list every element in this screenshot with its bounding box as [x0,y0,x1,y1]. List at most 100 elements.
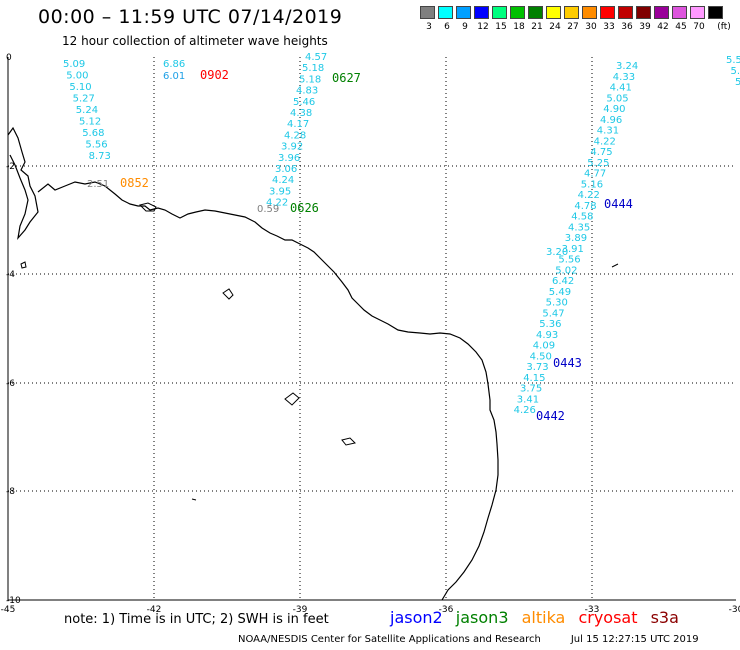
swh-value: 4.15 [523,373,545,384]
swh-value: 5.18 [299,74,321,85]
swh-value: 4.58 [571,212,593,223]
legend-swatch [672,6,687,19]
legend-swatch [690,6,705,19]
swh-value: 3.73 [526,362,548,373]
legend-label: 9 [462,22,468,32]
swh-value: 5.68 [82,128,104,139]
swh-value: 5. [731,66,740,77]
swh-value: 6.86 [163,59,185,70]
footer-note: note: 1) Time is in UTC; 2) SWH is in fe… [64,612,329,627]
satellite-cryosat: cryosat [578,608,638,627]
swh-value: 5.25 [587,158,609,169]
island [20,261,27,269]
swh-value: 4.31 [597,126,619,137]
swh-value: 3.92 [281,142,303,153]
swh-value: 4.41 [610,83,632,94]
legend-swatch [564,6,579,19]
map-subtitle: 12 hour collection of altimeter wave hei… [62,34,328,48]
legend-label: 70 [693,22,705,32]
axis-ticks: -45 -42 -39 -36 -33 -30 0 -2 -4 -6 -8 -10 [1,53,740,615]
lon-tick-label: -45 [1,605,16,615]
pass-time-label: 0627 [332,71,361,85]
legend-swatch [438,6,453,19]
map-title: 00:00 – 11:59 UTC 07/14/2019 [38,6,343,28]
swh-value: 5.27 [73,94,95,105]
swh-value: 4.35 [568,222,590,233]
satellite-legend: jason2 jason3 altika cryosat s3a [390,608,687,627]
lon-tick-label: -36 [439,605,454,615]
swh-value: 5.56 [558,255,580,266]
swh-value: 5.47 [542,308,564,319]
swh-value: 5.49 [549,287,571,298]
swh-value: 5.30 [546,298,568,309]
swh-value: 5.16 [581,179,603,190]
swh-value: 5.24 [76,105,98,116]
legend-label: 12 [477,22,489,32]
lon-tick-label: -42 [147,605,162,615]
lat-tick-label: -4 [6,270,15,280]
swh-value: 3.06 [275,164,297,175]
lon-tick-label: -39 [293,605,308,615]
swh-value: 3.24 [616,61,638,72]
generation-timestamp: Jul 15 12:27:15 UTC 2019 [570,634,699,645]
altimeter-tracks: 5.095.005.105.275.245.125.685.568.734.57… [63,52,740,416]
legend-swatch [546,6,561,19]
legend-label: 15 [495,22,507,32]
credit-line: NOAA/NESDIS Center for Satellite Applica… [238,634,699,645]
swh-value: 4.17 [287,119,309,130]
pass-time-label: 0852 [120,176,149,190]
legend-swatch [474,6,489,19]
swh-value: 5.18 [302,63,324,74]
island [611,263,619,268]
coastline [7,126,499,601]
satellite-jason3: jason3 [455,608,509,627]
credit-text: NOAA/NESDIS Center for Satellite Applica… [238,634,541,645]
swh-value: 4.22 [578,190,600,201]
swh-value: 4.93 [536,330,558,341]
legend-swatch [510,6,525,19]
legend-swatch [492,6,507,19]
pass-time-label: 0442 [536,409,565,423]
island [191,498,197,501]
lat-tick-label: 0 [6,53,12,63]
swh-value: 4.57 [305,52,327,63]
swh-value: 4.77 [584,169,606,180]
swh-value: 5.02 [555,265,577,276]
swh-value: 4.78 [574,201,596,212]
legend-label: 45 [675,22,687,32]
swh-value: 5.12 [79,117,101,128]
legend-swatch [600,6,615,19]
legend-label: 27 [567,22,579,32]
legend-label: 36 [621,22,633,32]
swh-value: 5.00 [66,71,88,82]
swh-value: 5.10 [69,82,91,93]
pass-time-label: 0444 [604,197,633,211]
legend-swatch [636,6,651,19]
legend-swatch [708,6,723,19]
swh-value: 4.22 [594,136,616,147]
lat-tick-label: -2 [6,162,15,172]
swh-value: 4.83 [296,86,318,97]
swh-value: 5 [735,77,740,88]
swh-value: 3.89 [565,233,587,244]
pass-time-label: 0902 [200,68,229,82]
legend-swatch [420,6,435,19]
pass-time-label: 0443 [553,356,582,370]
legend-label: 6 [444,22,450,32]
swh-value: 5.36 [539,319,561,330]
swh-value: 3.91 [562,244,584,255]
swh-value: 5.46 [293,97,315,108]
legend-label: 30 [585,22,597,32]
swh-value: 2.51 [87,179,109,190]
island [341,437,356,446]
swh-value: 4.50 [530,351,552,362]
swh-value: 4.33 [613,72,635,83]
lon-tick-label: -33 [585,605,600,615]
swh-value: 4.38 [290,108,312,119]
legend-swatch [456,6,471,19]
map-frame [7,57,736,601]
swh-value: 3.20 [546,247,568,258]
swh-value: 3.75 [520,384,542,395]
lat-lon-grid [8,57,736,600]
legend-label: 21 [531,22,543,32]
